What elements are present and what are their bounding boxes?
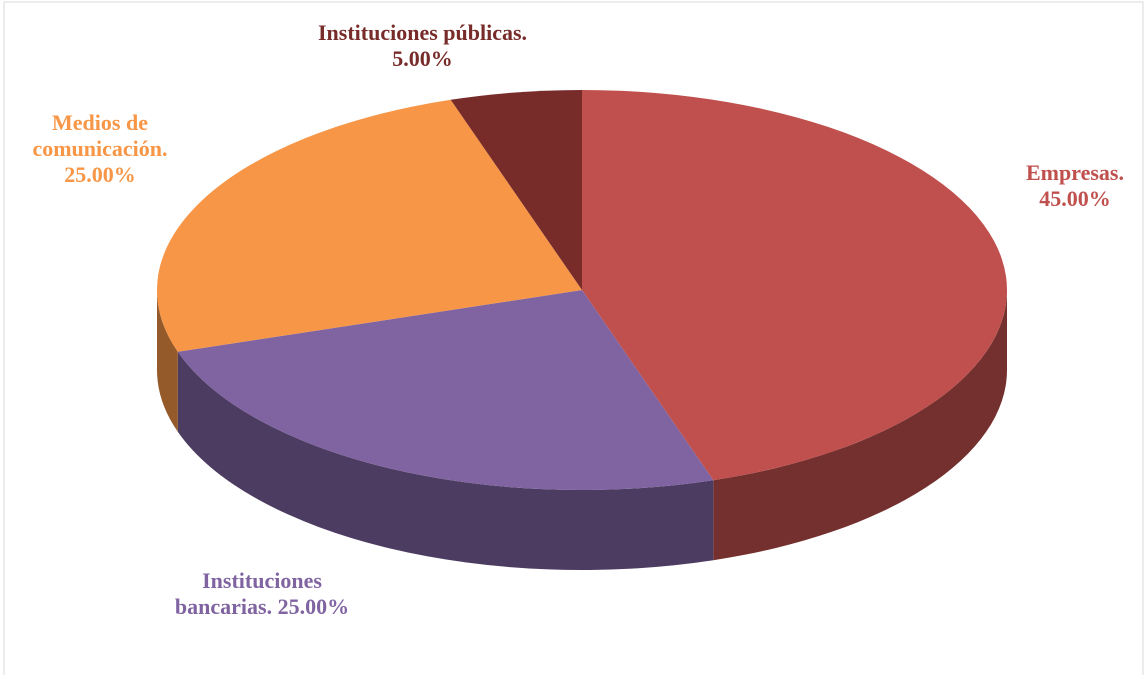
pie-slice: [450, 90, 582, 290]
label-value: 45.00%: [1039, 186, 1111, 211]
data-label-text: Empresas. 45.00%: [1010, 160, 1140, 212]
label-category: Instituciones bancarias.: [174, 568, 322, 619]
pie-slice: [177, 290, 714, 490]
pie-slice-side: [177, 351, 714, 570]
label-value: 5.00%: [392, 46, 453, 71]
pie-slice: [582, 90, 1007, 481]
pie-slice: [156, 99, 582, 352]
label-category: Medios de comunicación.: [32, 110, 168, 161]
data-label-text: Medios de comunicación. 25.00%: [5, 110, 195, 188]
data-label: Instituciones públicas. 5.00%: [305, 20, 540, 72]
label-category: Instituciones públicas.: [317, 20, 528, 45]
pie-slice-side: [157, 290, 178, 432]
data-label-text: Instituciones públicas. 5.00%: [305, 20, 540, 72]
chart-border: [3, 1, 1144, 675]
data-label: Instituciones bancarias. 25.00%: [172, 568, 352, 620]
label-value: 25.00%: [277, 594, 350, 619]
label-category: Empresas.: [1026, 160, 1124, 185]
pie-slice-side: [713, 290, 1007, 561]
data-label: Medios de comunicación. 25.00%: [5, 110, 195, 188]
label-value: 25.00%: [64, 162, 136, 187]
data-label: Empresas. 45.00%: [1010, 160, 1140, 212]
data-label-text: Instituciones bancarias. 25.00%: [172, 568, 352, 620]
